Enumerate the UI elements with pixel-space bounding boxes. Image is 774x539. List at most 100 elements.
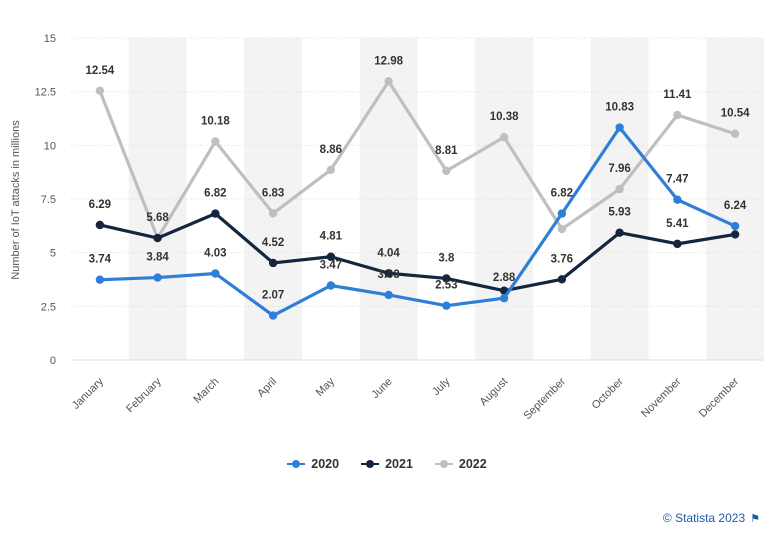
y-axis-label: Number of IoT attacks in millions: [10, 120, 22, 280]
x-tick-label: December: [697, 375, 742, 420]
data-label-2021-february: 5.68: [146, 212, 169, 224]
chart: 0 2.5 5 7.5 10 12.5 15 January February March Apr…: [10, 33, 764, 422]
band-august: [475, 38, 533, 360]
series-2020: [95, 123, 740, 320]
point-2020-february[interactable]: [153, 273, 162, 282]
x-tick-label: April: [255, 376, 279, 400]
x-tick-label: May: [314, 375, 338, 399]
point-2022-november[interactable]: [673, 110, 682, 120]
x-tick-label: September: [521, 375, 568, 422]
point-2020-july[interactable]: [442, 301, 451, 310]
point-2020-april[interactable]: [268, 311, 278, 320]
legend-item-2021[interactable]: 2021: [361, 457, 413, 471]
point-2022-october[interactable]: [615, 184, 624, 194]
point-2021-april[interactable]: [268, 258, 278, 268]
point-2020-august[interactable]: [499, 293, 509, 303]
series-line-2021: [98, 211, 737, 293]
point-2022-june[interactable]: [384, 77, 393, 86]
point-2022-december[interactable]: [730, 129, 740, 138]
data-label-2021-september: 3.76: [551, 253, 573, 265]
credit-text: © Statista 2023: [662, 511, 746, 525]
point-2022-july[interactable]: [442, 166, 451, 176]
x-tick-label: January: [70, 375, 107, 412]
series-line-2020: [98, 125, 737, 318]
x-axis-ticks: January February March April May June July Augu…: [70, 375, 742, 422]
data-label-2020-january: 3.74: [89, 254, 112, 266]
data-label-2021-july: 3.8: [438, 252, 455, 264]
point-2021-january[interactable]: [95, 220, 105, 230]
point-2021-december[interactable]: [730, 230, 740, 239]
x-tick-label: July: [430, 375, 453, 398]
point-2021-march[interactable]: [211, 209, 220, 218]
legend-swatch: [434, 459, 453, 469]
data-label-2021-june: 4.04: [377, 247, 400, 259]
legend-item-2022[interactable]: 2022: [434, 457, 487, 471]
point-2022-april[interactable]: [268, 209, 278, 218]
point-2020-march[interactable]: [211, 269, 220, 278]
legend-swatch: [361, 459, 380, 469]
legend-label: 2021: [385, 457, 413, 471]
data-label-2022-august: 10.38: [490, 111, 519, 123]
y-tick-label: 12.5: [35, 87, 56, 99]
data-label-2022-november: 11.41: [663, 89, 692, 101]
y-tick-label: 15: [44, 33, 56, 45]
point-2020-october[interactable]: [615, 123, 624, 132]
point-2022-january[interactable]: [95, 86, 105, 96]
x-tick-label: March: [191, 376, 221, 406]
legend-item-2020[interactable]: 2020: [287, 457, 339, 471]
point-2022-september[interactable]: [557, 224, 567, 234]
y-tick-label: 7.5: [41, 194, 56, 206]
point-2020-september[interactable]: [557, 209, 567, 218]
data-label-2020-march: 4.03: [204, 247, 226, 259]
chart-bands: [128, 38, 764, 360]
data-label-2021-march: 6.82: [204, 188, 226, 200]
data-label-2020-october: 10.83: [605, 102, 634, 114]
band-december: [706, 38, 764, 360]
data-label-2022-june: 12.98: [374, 55, 403, 67]
point-2020-december[interactable]: [730, 221, 740, 231]
legend-label: 2020: [311, 457, 340, 471]
data-label-2020-september: 6.82: [551, 188, 573, 200]
data-label-2020-november: 7.47: [666, 174, 688, 186]
y-tick-label: 5: [50, 248, 56, 260]
point-2021-july[interactable]: [442, 274, 451, 283]
point-2021-october[interactable]: [615, 228, 624, 237]
flag-icon[interactable]: ⚑: [750, 512, 760, 525]
data-label-2020-june: 3.03: [377, 269, 399, 281]
point-2021-may[interactable]: [326, 252, 336, 261]
point-2022-august[interactable]: [499, 132, 509, 142]
y-tick-label: 2.5: [41, 301, 56, 313]
point-2021-february[interactable]: [153, 233, 162, 243]
data-label-2022-march: 10.18: [201, 115, 230, 127]
data-label-2021-january: 6.29: [89, 199, 111, 211]
series-line-2022: [98, 79, 737, 240]
point-2020-june[interactable]: [384, 290, 393, 300]
point-2020-may[interactable]: [326, 281, 336, 290]
y-tick-label: 0: [50, 355, 56, 367]
data-label-2020-december: 6.24: [724, 200, 747, 212]
point-2021-november[interactable]: [673, 239, 682, 249]
data-label-2020-may: 3.47: [320, 260, 342, 272]
y-tick-label: 10: [44, 140, 56, 152]
data-label-2022-october: 7.96: [608, 163, 630, 175]
data-label-2020-february: 3.84: [146, 252, 169, 264]
data-label-2022-july: 8.81: [435, 145, 458, 157]
x-tick-label: October: [590, 375, 626, 411]
data-label-2022-january: 12.54: [85, 65, 114, 77]
point-2020-november[interactable]: [673, 195, 682, 204]
legend: 2020 2021 2022: [0, 457, 774, 471]
chart-gridlines: [71, 37, 764, 361]
data-label-2020-august: 2.88: [493, 272, 516, 284]
data-label-2020-april: 2.07: [262, 290, 284, 302]
point-2022-may[interactable]: [326, 165, 336, 175]
x-tick-label: June: [369, 376, 394, 401]
x-tick-label: November: [639, 375, 684, 420]
data-label-2022-may: 8.86: [320, 144, 342, 156]
data-label-2021-october: 5.93: [608, 207, 630, 219]
point-2021-june[interactable]: [384, 269, 393, 278]
point-2021-september[interactable]: [557, 275, 567, 284]
point-2022-march[interactable]: [211, 137, 220, 146]
statista-credit[interactable]: © Statista 2023 ⚑: [663, 511, 760, 525]
data-label-2021-april: 4.52: [262, 237, 284, 249]
point-2020-january[interactable]: [95, 275, 105, 284]
